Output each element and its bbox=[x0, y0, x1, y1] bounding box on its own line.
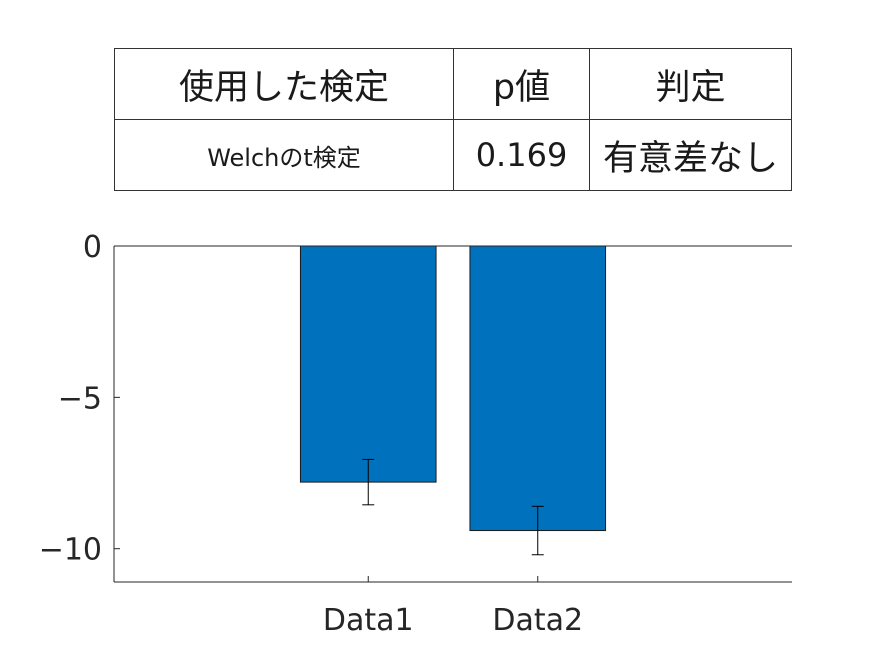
error-bar-data2 bbox=[531, 505, 544, 556]
bar-data1 bbox=[299, 245, 437, 483]
ticks-layer: Data1 Data2 0 −5 −10 bbox=[39, 230, 583, 638]
result-table: 使用した検定 p値 判定 Welchのt検定 0.169 有意差なし bbox=[114, 48, 792, 191]
axes-layer bbox=[113, 245, 792, 583]
x-tick-label: Data2 bbox=[492, 603, 583, 638]
y-tick-label: −5 bbox=[58, 381, 102, 416]
bar-data2 bbox=[469, 245, 607, 532]
x-tick-label: Data1 bbox=[323, 603, 414, 638]
header-p-value: p値 bbox=[453, 48, 590, 120]
error-bar-data1 bbox=[362, 458, 375, 506]
cell-test-method: Welchのt検定 bbox=[114, 119, 454, 191]
y-tick-label: −10 bbox=[39, 533, 102, 568]
table-row: Welchのt検定 0.169 有意差なし bbox=[114, 119, 792, 191]
error-bars-layer bbox=[362, 458, 544, 556]
cell-verdict: 有意差なし bbox=[589, 119, 792, 191]
table-header-row: 使用した検定 p値 判定 bbox=[114, 48, 792, 120]
cell-p-value: 0.169 bbox=[453, 119, 590, 191]
bars-layer bbox=[299, 245, 607, 532]
y-tick-label: 0 bbox=[83, 230, 102, 265]
header-test-method: 使用した検定 bbox=[114, 48, 454, 120]
header-verdict: 判定 bbox=[589, 48, 792, 120]
